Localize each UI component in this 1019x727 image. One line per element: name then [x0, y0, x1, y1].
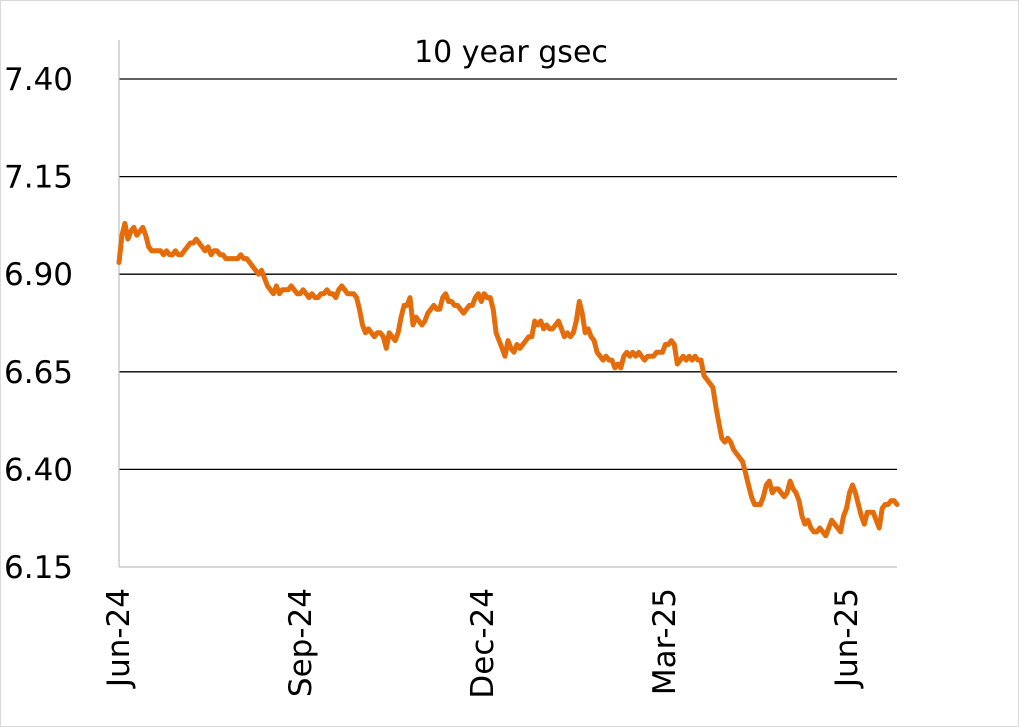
y-tick-label: 6.15 [4, 550, 73, 586]
series-line [116, 220, 900, 539]
y-tick-label: 7.40 [4, 62, 73, 98]
gridlines [118, 40, 897, 568]
series-group [116, 220, 900, 539]
x-tick-label: Sep-24 [283, 588, 319, 697]
y-tick-label: 6.65 [4, 355, 73, 391]
x-tick-label: Mar-25 [647, 588, 683, 695]
x-tick-label: Jun-25 [829, 588, 865, 689]
chart-title: 10 year gsec [414, 35, 608, 70]
x-axis-ticks: Jun-24 Sep-24 Dec-24 Mar-25 Jun-25 [101, 588, 865, 699]
y-tick-label: 7.15 [4, 160, 73, 196]
y-tick-label: 6.40 [4, 452, 73, 488]
x-tick-label: Jun-24 [101, 588, 137, 689]
y-tick-label: 6.90 [4, 257, 73, 293]
y-axis-ticks: 7.40 7.15 6.90 6.65 6.40 6.15 [4, 62, 73, 586]
x-tick-label: Dec-24 [465, 588, 501, 699]
